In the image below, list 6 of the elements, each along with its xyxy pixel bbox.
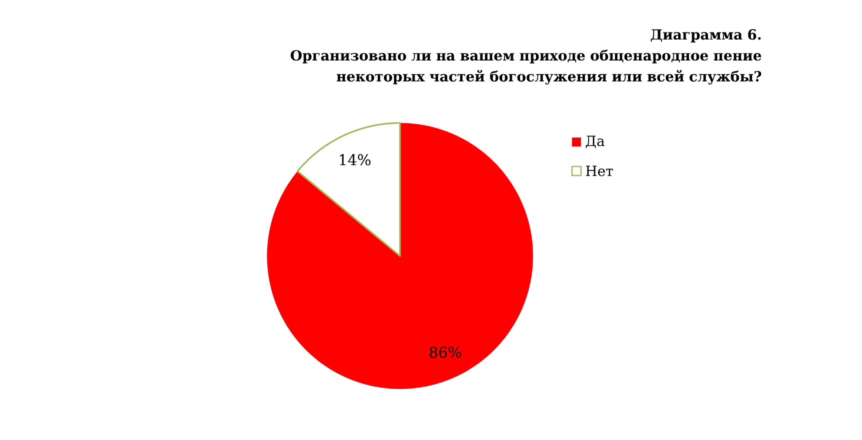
data-label: 86% <box>430 346 462 358</box>
chart-subtitle: Организовано ли на вашем приходе общенародное пение некоторых частей богослужения или всей службы? <box>290 50 762 84</box>
legend-label: Да <box>586 136 604 148</box>
text: Диаграмма 6. <box>650 29 761 42</box>
data-label: 14% <box>340 154 370 166</box>
legend-label: Нет <box>586 166 613 176</box>
